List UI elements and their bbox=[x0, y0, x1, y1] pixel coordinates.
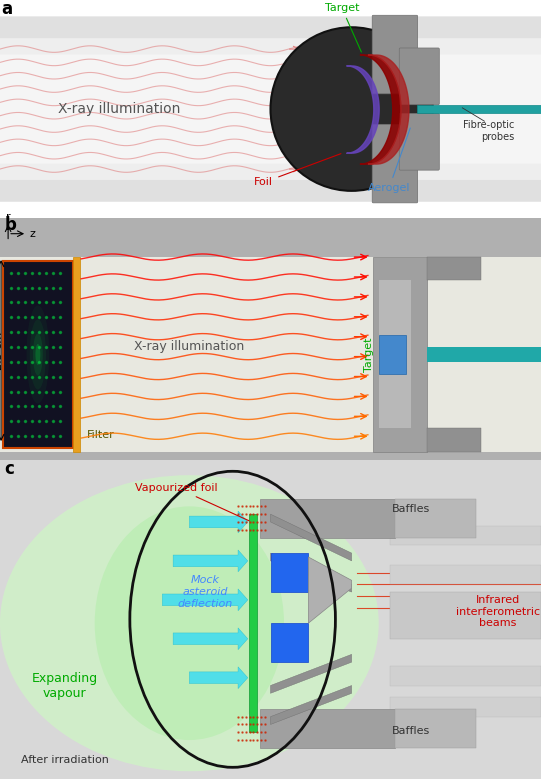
Text: Target: Target bbox=[325, 3, 361, 52]
FancyBboxPatch shape bbox=[0, 16, 541, 202]
FancyArrow shape bbox=[249, 471, 328, 509]
Polygon shape bbox=[270, 514, 352, 561]
Polygon shape bbox=[270, 553, 352, 592]
Text: Mock
asteroid
deflection: Mock asteroid deflection bbox=[178, 576, 233, 608]
Bar bbox=[390, 666, 541, 686]
Text: Argon implosion: Argon implosion bbox=[0, 469, 83, 478]
FancyArrow shape bbox=[189, 667, 248, 689]
Text: a: a bbox=[1, 0, 12, 18]
FancyBboxPatch shape bbox=[372, 125, 418, 203]
Text: Baffles: Baffles bbox=[392, 504, 431, 514]
Text: Target: Target bbox=[364, 337, 374, 372]
Bar bbox=[260, 499, 395, 538]
Text: z: z bbox=[30, 229, 36, 238]
Bar bbox=[260, 709, 395, 748]
FancyBboxPatch shape bbox=[372, 16, 418, 93]
Text: After irradiation: After irradiation bbox=[21, 755, 109, 764]
FancyArrow shape bbox=[173, 550, 248, 572]
Ellipse shape bbox=[0, 475, 379, 771]
Ellipse shape bbox=[33, 333, 43, 375]
Bar bbox=[270, 553, 308, 592]
Text: X-ray illumination: X-ray illumination bbox=[134, 340, 245, 353]
Text: Aerogel: Aerogel bbox=[368, 128, 411, 193]
Bar bbox=[379, 335, 406, 374]
FancyArrow shape bbox=[189, 511, 248, 533]
FancyArrow shape bbox=[162, 589, 248, 611]
Bar bbox=[390, 697, 541, 717]
Text: b: b bbox=[4, 216, 16, 234]
Bar bbox=[427, 347, 541, 362]
Bar bbox=[73, 257, 80, 452]
Polygon shape bbox=[270, 654, 352, 693]
Ellipse shape bbox=[95, 506, 284, 740]
Bar bbox=[0, 257, 541, 452]
Ellipse shape bbox=[30, 319, 46, 390]
Text: Fibre-optic
probes: Fibre-optic probes bbox=[463, 120, 514, 142]
Bar bbox=[390, 565, 541, 584]
Text: Infrared
interferometric
beams: Infrared interferometric beams bbox=[456, 595, 540, 628]
Bar bbox=[395, 499, 476, 538]
FancyBboxPatch shape bbox=[0, 38, 541, 180]
Bar bbox=[395, 709, 476, 748]
FancyBboxPatch shape bbox=[0, 55, 541, 164]
Text: Foil: Foil bbox=[254, 153, 341, 188]
Bar bbox=[390, 592, 541, 639]
Bar bbox=[417, 104, 541, 114]
Text: c: c bbox=[4, 460, 14, 478]
Bar bbox=[373, 257, 427, 452]
Text: Baffles: Baffles bbox=[392, 726, 431, 736]
FancyBboxPatch shape bbox=[399, 114, 439, 170]
Polygon shape bbox=[308, 557, 352, 623]
Bar bbox=[0, 452, 541, 491]
Text: X-ray illumination: X-ray illumination bbox=[58, 102, 180, 116]
FancyBboxPatch shape bbox=[399, 48, 439, 104]
Bar bbox=[0, 241, 541, 467]
Bar bbox=[379, 280, 411, 428]
Polygon shape bbox=[270, 686, 352, 724]
Text: Vapourized foil: Vapourized foil bbox=[135, 483, 249, 521]
Text: r: r bbox=[6, 212, 10, 222]
Bar bbox=[427, 428, 481, 452]
Text: Filter: Filter bbox=[87, 430, 114, 440]
Ellipse shape bbox=[35, 344, 40, 365]
Bar bbox=[0, 218, 541, 257]
Bar bbox=[3, 261, 73, 448]
Bar bbox=[270, 623, 308, 662]
Bar bbox=[249, 514, 257, 732]
Circle shape bbox=[270, 27, 433, 191]
Text: 2.5 cm: 2.5 cm bbox=[0, 331, 4, 370]
Bar bbox=[427, 257, 481, 280]
Text: Expanding
vapour: Expanding vapour bbox=[32, 671, 98, 700]
Bar bbox=[390, 526, 541, 545]
FancyArrow shape bbox=[173, 628, 248, 650]
